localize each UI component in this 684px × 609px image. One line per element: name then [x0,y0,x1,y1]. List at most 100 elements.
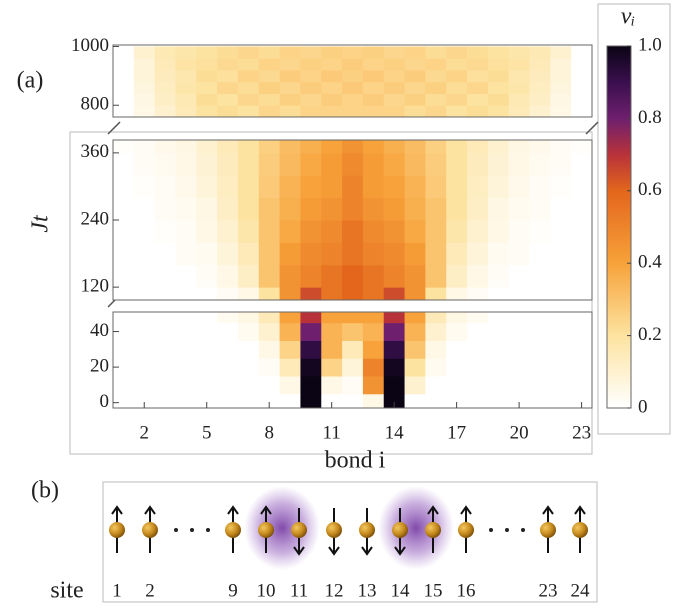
heatmap-cell [321,93,343,106]
heatmap-cell [196,242,218,266]
heatmap-cell [571,322,592,341]
site-label: 23 [539,580,558,601]
heatmap-cell [196,46,218,59]
heatmap-cell [321,393,343,408]
site-label: 14 [391,580,411,601]
heatmap-cell [321,322,343,341]
heatmap-cell [571,105,592,117]
heatmap-cell [113,393,135,408]
heatmap-cell [467,242,489,266]
heatmap-cell [446,242,468,266]
heatmap-cell [529,197,551,221]
heatmap-cell [196,152,218,176]
heatmap-cell [550,140,572,154]
heatmap-cell [321,152,343,176]
heatmap-cell [508,152,531,176]
heatmap-cell [175,81,197,94]
heatmap-cell [196,393,218,408]
heatmap-cell [404,81,426,94]
heatmap-cell [508,358,531,377]
heatmap-cell [550,69,572,83]
heatmap-cell [237,322,260,341]
heatmap-cell [133,220,156,243]
heatmap-cell [342,322,364,341]
heatmap-cell [487,312,510,324]
heatmap-cell [508,81,531,94]
heatmap-cell [279,340,301,359]
colorbar-tick-label: 0.6 [638,179,662,200]
heatmap-cell [487,264,510,288]
heatmap-cell [508,58,531,71]
heatmap-cell [362,105,385,117]
heatmap-cell [113,358,135,377]
heatmap-cell [300,340,322,359]
heatmap-cell [133,197,156,221]
heatmap-cell [487,242,510,266]
heatmap-cell [342,358,364,377]
heatmap-cell [362,322,385,341]
heatmap-cell [508,322,531,341]
heatmap-cell [342,140,364,154]
spin [326,508,342,556]
heatmap-cell [425,220,447,243]
heatmap-cell [154,393,176,408]
colorbar-tick-label: 0.8 [638,107,662,128]
heatmap-cell [321,220,343,243]
heatmap-cell [446,220,468,243]
heatmap-cell [425,312,447,324]
heatmap-cell [529,376,551,395]
heatmap-cell [571,81,592,94]
heatmap-cell [467,340,489,359]
heatmap-cell [383,322,406,341]
heatmap-cell [113,322,135,341]
heatmap-cell [571,340,592,359]
heatmap-cell [133,312,156,324]
heatmap-cell [383,46,406,59]
site-label: 24 [571,580,591,601]
site-label: 15 [424,580,443,601]
y-tick-label: 360 [81,141,110,162]
spin [540,505,556,553]
heatmap-cell [237,81,260,94]
heatmap-cell [321,376,343,395]
heatmap-cell [300,197,322,221]
heatmap-cell [258,81,281,94]
heatmap-cell [571,197,592,221]
heatmap-cell [113,287,135,300]
heatmap-cell [425,264,447,288]
heatmap-cell [550,58,572,71]
heatmap-cell [196,376,218,395]
heatmap-cell [342,287,364,300]
heatmap-cell [571,264,592,288]
heatmap-cell [529,152,551,176]
heatmap-cell [404,322,426,341]
heatmap-cell [550,197,572,221]
x-tick-label: 8 [264,422,274,443]
heatmap-cell [487,81,510,94]
heatmap-cell [154,140,176,154]
heatmap-cell [342,58,364,71]
heatmap-cell [258,152,281,176]
heatmap-cell [175,93,197,106]
heatmap-cell [362,140,385,154]
heatmap-cell [175,197,197,221]
heatmap-cell [300,393,322,408]
heatmap-cell [154,58,176,71]
heatmap-cell [321,58,343,71]
heatmap-cell [383,58,406,71]
heatmap-cell [383,312,406,324]
heatmap-cell [279,175,301,199]
spin [109,505,125,553]
heatmap-cell [237,312,260,324]
heatmap-cell [196,197,218,221]
heatmap-cell [154,46,176,59]
heatmap-cell [258,197,281,221]
heatmap-cell [300,175,322,199]
spin [392,508,408,556]
heatmap-cell [237,358,260,377]
heatmap-cell [425,105,447,117]
heatmap-cell [467,93,489,106]
heatmap-cell [508,376,531,395]
heatmap-cell [362,264,385,288]
spin [142,505,158,553]
